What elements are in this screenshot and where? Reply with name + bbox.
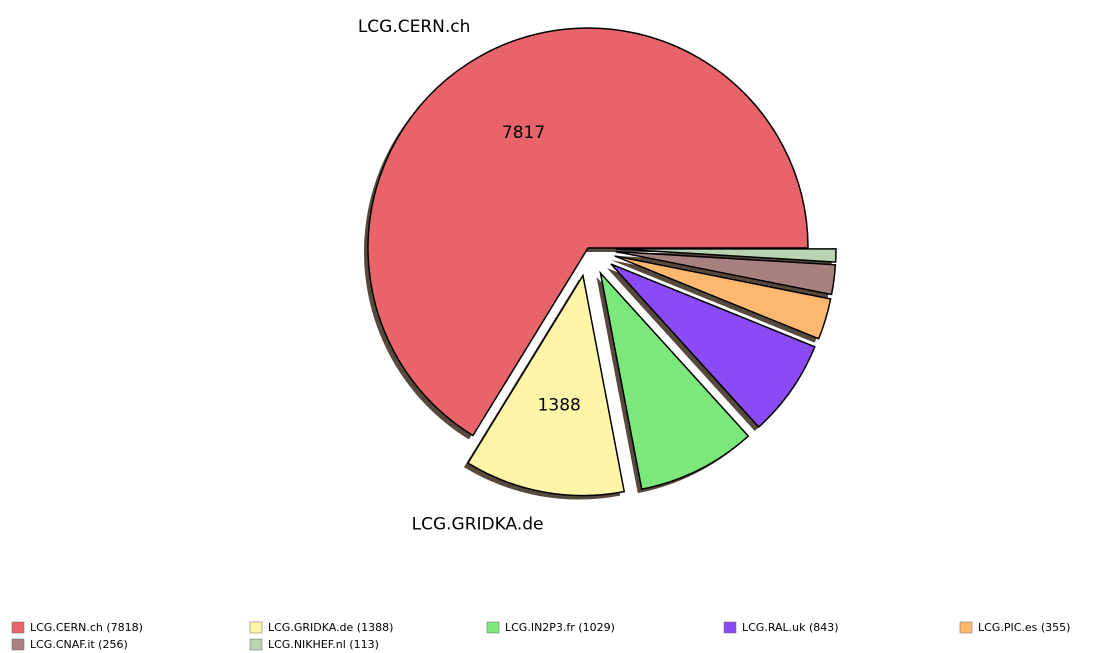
legend-swatch — [959, 621, 973, 634]
legend-label: LCG.CNAF.it (256) — [30, 638, 128, 651]
legend-label: LCG.NIKHEF.nl (113) — [268, 638, 379, 651]
legend-label: LCG.GRIDKA.de (1388) — [268, 621, 393, 634]
legend-swatch — [249, 621, 263, 634]
legend-swatch — [11, 638, 25, 651]
legend-label: LCG.CERN.ch (7818) — [30, 621, 143, 634]
slice — [610, 263, 816, 429]
legend-swatch — [723, 621, 737, 634]
slice — [367, 27, 809, 437]
slice-name-label: LCG.GRIDKA.de — [412, 514, 544, 534]
slice-name-label: LCG.CERN.ch — [358, 17, 471, 37]
slice-shadow — [610, 260, 827, 343]
slice — [614, 255, 832, 340]
slice — [615, 248, 837, 263]
slice-value-label: 7817 — [502, 123, 545, 143]
legend-swatch — [486, 621, 500, 634]
legend-label: LCG.PIC.es (355) — [978, 621, 1070, 634]
slice-value-label: 1388 — [538, 395, 581, 415]
slice — [599, 270, 750, 491]
legend-label: LCG.IN2P3.fr (1029) — [505, 621, 615, 634]
slice — [615, 250, 837, 296]
legend-label: LCG.RAL.uk (843) — [742, 621, 839, 634]
legend-swatch — [249, 638, 263, 651]
legend-swatch — [11, 621, 25, 634]
slice — [466, 273, 626, 497]
